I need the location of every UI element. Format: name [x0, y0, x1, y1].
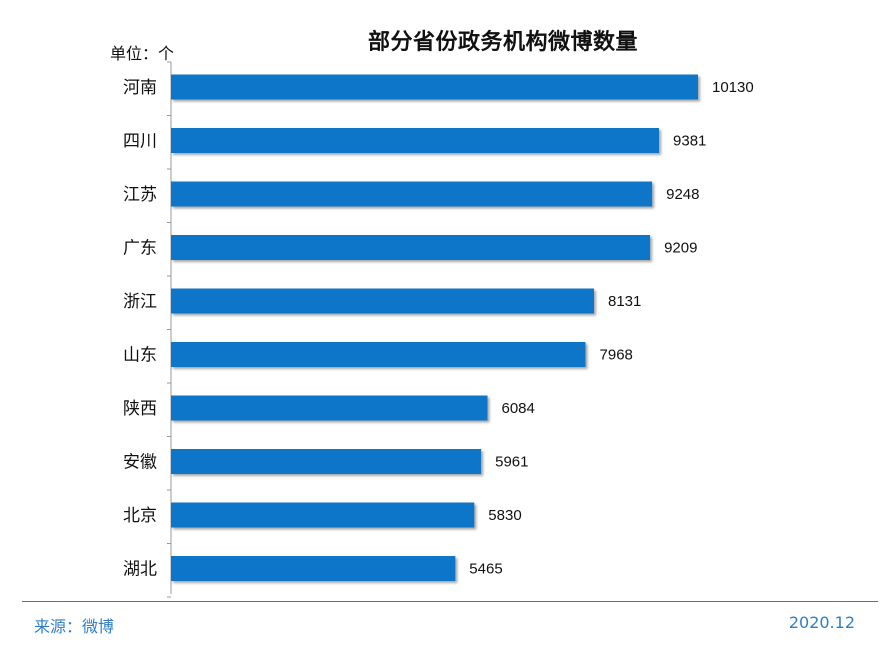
bar [171, 449, 482, 474]
y-axis [167, 61, 172, 598]
value-label: 9381 [673, 133, 706, 150]
bar [171, 395, 488, 421]
bar [171, 288, 595, 314]
value-labels: 10130 9381 9248 9209 8131 7968 6084 5961 5830 546… [469, 79, 753, 578]
bars [171, 74, 698, 581]
value-label: 6084 [502, 400, 535, 417]
footer-divider [22, 601, 878, 602]
category-label: 江苏 [123, 185, 157, 205]
value-label: 5830 [488, 507, 521, 524]
category-label: 山东 [123, 346, 157, 366]
bar [171, 235, 651, 260]
category-label: 浙江 [123, 292, 157, 312]
category-label: 湖北 [123, 560, 157, 580]
bar [171, 556, 456, 581]
source-label: 来源：微博 [34, 617, 115, 636]
chart-title: 部分省份政务机构微博数量 [0, 24, 891, 56]
value-label: 8131 [608, 293, 641, 310]
bar [171, 342, 586, 367]
value-label: 5961 [495, 454, 528, 471]
bar [171, 74, 698, 100]
category-label: 陕西 [123, 399, 157, 419]
value-label: 7968 [600, 347, 633, 364]
value-label: 9209 [664, 240, 697, 257]
category-label: 四川 [123, 132, 157, 152]
date-label: 2020.12 [788, 613, 855, 632]
bar [171, 181, 653, 207]
value-label: 10130 [712, 79, 754, 96]
category-label: 河南 [123, 78, 157, 98]
bar [171, 502, 475, 528]
chart-title-text: 部分省份政务机构微博数量 [367, 30, 638, 55]
bar [171, 128, 660, 153]
unit-label: 单位：个 [110, 44, 175, 63]
category-label: 广东 [123, 239, 157, 259]
category-label: 安徽 [123, 453, 157, 473]
category-label: 北京 [123, 506, 157, 526]
value-label: 9248 [666, 186, 699, 203]
value-label: 5465 [469, 561, 502, 578]
